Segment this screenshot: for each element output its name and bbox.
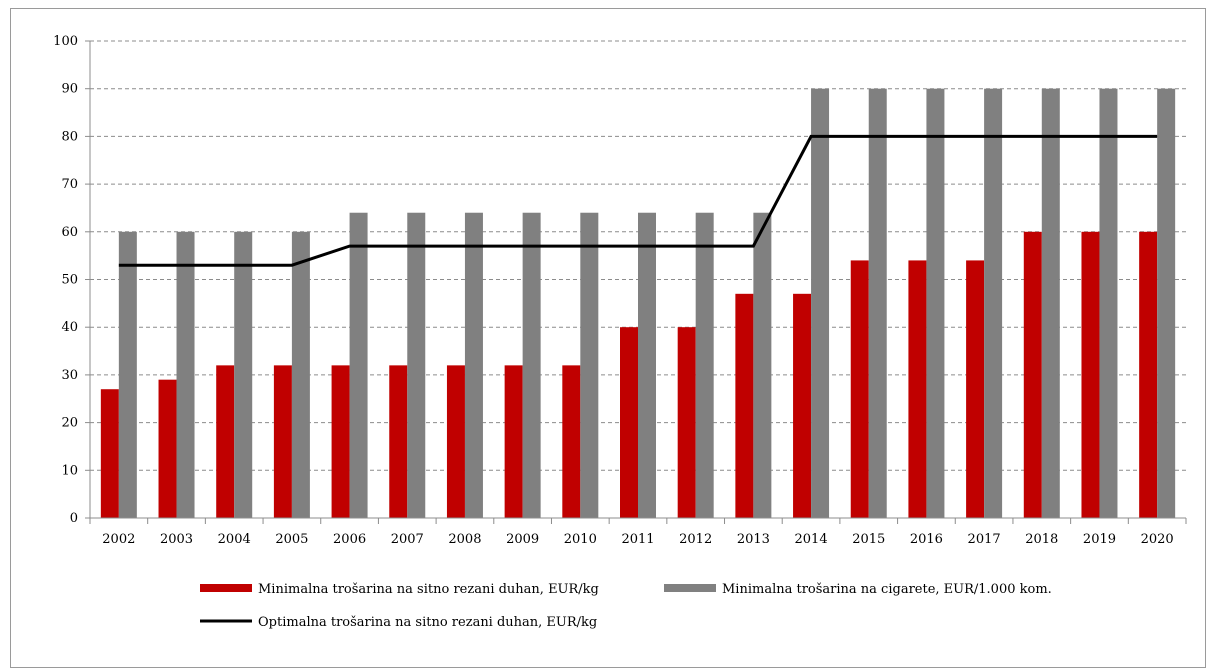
bar-cigarete <box>407 212 426 518</box>
x-tick-label: 2004 <box>218 532 251 547</box>
bar-duhan <box>389 365 408 518</box>
bar-cigarete <box>522 212 541 518</box>
bar-cigarete <box>234 231 253 519</box>
bar-cigarete <box>349 212 368 518</box>
y-tick-label: 50 <box>61 273 78 288</box>
bar-duhan <box>331 365 350 518</box>
y-tick-label: 90 <box>61 82 78 97</box>
x-tick-label: 2003 <box>160 532 193 547</box>
bar-duhan <box>908 260 927 518</box>
x-tick-label: 2002 <box>102 532 135 547</box>
x-tick-label: 2014 <box>795 532 828 547</box>
bar-duhan <box>850 260 869 518</box>
x-tick-label: 2010 <box>564 532 597 547</box>
legend-label: Minimalna trošarina na sitno rezani duha… <box>258 582 599 597</box>
x-tick-label: 2008 <box>448 532 481 547</box>
bar-cigarete <box>464 212 483 518</box>
bar-cigarete <box>1041 88 1060 518</box>
bar-duhan <box>562 365 581 518</box>
bar-cigarete <box>176 231 195 519</box>
bar-duhan <box>620 327 638 518</box>
bar-duhan <box>1023 231 1042 519</box>
y-tick-label: 0 <box>70 511 78 526</box>
line-optimalna <box>118 134 1158 267</box>
bar-duhan <box>158 379 177 518</box>
legend-label: Minimalna trošarina na cigarete, EUR/1.0… <box>722 582 1052 597</box>
x-tick-label: 2016 <box>910 532 943 547</box>
bar-cigarete <box>1157 88 1176 518</box>
bar-duhan <box>504 365 523 518</box>
legend-swatch <box>664 584 716 592</box>
x-tick-label: 2018 <box>1025 532 1058 547</box>
gridlines <box>90 40 1186 471</box>
y-tick-label: 60 <box>61 225 78 240</box>
bar-cigarete <box>753 212 772 518</box>
bar-cigarete <box>291 231 310 519</box>
x-tick-label: 2019 <box>1083 532 1116 547</box>
bar-cigarete <box>811 88 830 518</box>
x-tick-label: 2020 <box>1141 532 1174 547</box>
bar-cigarete <box>868 88 887 518</box>
y-tick-label: 70 <box>61 177 78 192</box>
bar-duhan <box>966 260 985 518</box>
bar-duhan <box>793 293 812 518</box>
legend-swatch <box>200 584 252 592</box>
bar-duhan <box>1081 231 1100 519</box>
x-tick-labels: 2002 2003 2004 2005 2006 2007 2008 2009 2010 2011… <box>102 532 1173 547</box>
x-tick-label: 2017 <box>968 532 1001 547</box>
y-tick-labels: 0 10 20 30 40 50 60 70 80 90 100 <box>53 34 78 526</box>
bar-cigarete <box>638 212 656 518</box>
x-tick-label: 2009 <box>506 532 539 547</box>
legend-label: Optimalna trošarina na sitno rezani duha… <box>258 615 597 630</box>
bar-cigarete <box>926 88 945 518</box>
line-series <box>118 134 1158 267</box>
y-tick-label: 40 <box>61 320 78 335</box>
bar-duhan <box>677 327 696 518</box>
bar-cigarete <box>695 212 714 518</box>
x-tick-label: 2005 <box>275 532 308 547</box>
bar-cigarete <box>580 212 599 518</box>
bar-duhan <box>1139 231 1158 519</box>
chart-frame <box>10 8 1206 668</box>
bar-duhan <box>100 389 119 518</box>
bar-duhan <box>446 365 465 518</box>
x-tick-label: 2015 <box>852 532 885 547</box>
y-tick-label: 20 <box>61 416 78 431</box>
y-tick-label: 100 <box>53 34 78 49</box>
bar-duhan <box>735 293 754 518</box>
y-tick-label: 10 <box>61 463 78 478</box>
legend: Minimalna trošarina na sitno rezani duha… <box>200 582 1052 630</box>
x-tick-label: 2013 <box>737 532 770 547</box>
bar-cigarete <box>984 88 1003 518</box>
x-tick-label: 2011 <box>621 532 654 547</box>
bars <box>100 88 1176 519</box>
bar-cigarete <box>1099 88 1118 518</box>
x-tick-label: 2007 <box>391 532 424 547</box>
x-tick-label: 2012 <box>679 532 712 547</box>
bar-cigarete <box>118 231 137 519</box>
y-tick-label: 30 <box>61 368 78 383</box>
bar-duhan <box>216 365 235 518</box>
axes <box>85 40 1187 524</box>
x-tick-label: 2006 <box>333 532 366 547</box>
bar-duhan <box>273 365 292 518</box>
y-tick-label: 80 <box>61 129 78 144</box>
